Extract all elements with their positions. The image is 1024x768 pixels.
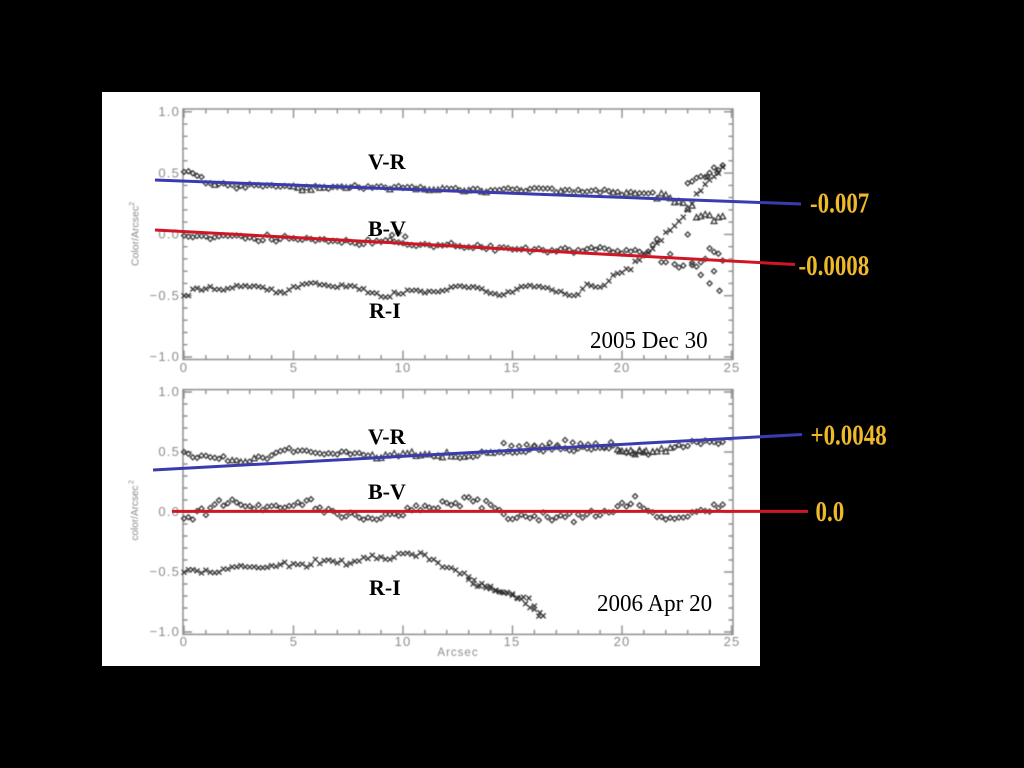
svg-text:10: 10 xyxy=(395,634,412,649)
svg-text:25: 25 xyxy=(724,360,741,375)
svg-text:0: 0 xyxy=(180,634,188,649)
svg-text:V-R: V-R xyxy=(368,149,407,174)
svg-text:R-I: R-I xyxy=(369,298,401,323)
svg-text:5: 5 xyxy=(290,634,298,649)
svg-text:1.0: 1.0 xyxy=(158,384,180,399)
svg-text:B-V: B-V xyxy=(368,479,406,504)
svg-text:V-R: V-R xyxy=(368,424,407,449)
svg-text:10: 10 xyxy=(395,360,412,375)
svg-text:−0.5: −0.5 xyxy=(150,288,180,303)
svg-text:15: 15 xyxy=(504,360,521,375)
svg-text:0.5: 0.5 xyxy=(158,444,180,459)
svg-text:R-I: R-I xyxy=(369,575,401,600)
svg-text:2006 Apr 20: 2006 Apr 20 xyxy=(597,590,712,617)
svg-text:-0.007: -0.007 xyxy=(810,187,869,219)
svg-text:color/Arcsec: color/Arcsec xyxy=(130,485,141,540)
svg-text:+0.0048: +0.0048 xyxy=(811,419,887,451)
svg-text:B-V: B-V xyxy=(368,216,406,241)
svg-text:2: 2 xyxy=(129,480,136,484)
svg-text:0.0: 0.0 xyxy=(158,227,180,242)
svg-text:1.0: 1.0 xyxy=(158,104,180,119)
svg-text:−1.0: −1.0 xyxy=(150,349,180,364)
svg-text:−1.0: −1.0 xyxy=(150,624,180,639)
svg-text:Color/Arcsec: Color/Arcsec xyxy=(130,206,142,266)
svg-text:0.5: 0.5 xyxy=(158,165,180,180)
svg-text:25: 25 xyxy=(724,634,741,649)
svg-text:-0.0008: -0.0008 xyxy=(799,250,870,282)
svg-text:0: 0 xyxy=(180,360,188,375)
svg-text:2005 Dec 30: 2005 Dec 30 xyxy=(590,327,708,354)
svg-text:0.0: 0.0 xyxy=(816,496,845,528)
svg-text:20: 20 xyxy=(614,634,631,649)
svg-text:15: 15 xyxy=(504,634,521,649)
svg-text:5: 5 xyxy=(290,360,298,375)
svg-text:Arcsec: Arcsec xyxy=(437,647,478,659)
svg-text:0.0: 0.0 xyxy=(158,504,180,519)
svg-text:2: 2 xyxy=(127,202,136,206)
svg-text:20: 20 xyxy=(614,360,631,375)
svg-text:−0.5: −0.5 xyxy=(150,564,180,579)
